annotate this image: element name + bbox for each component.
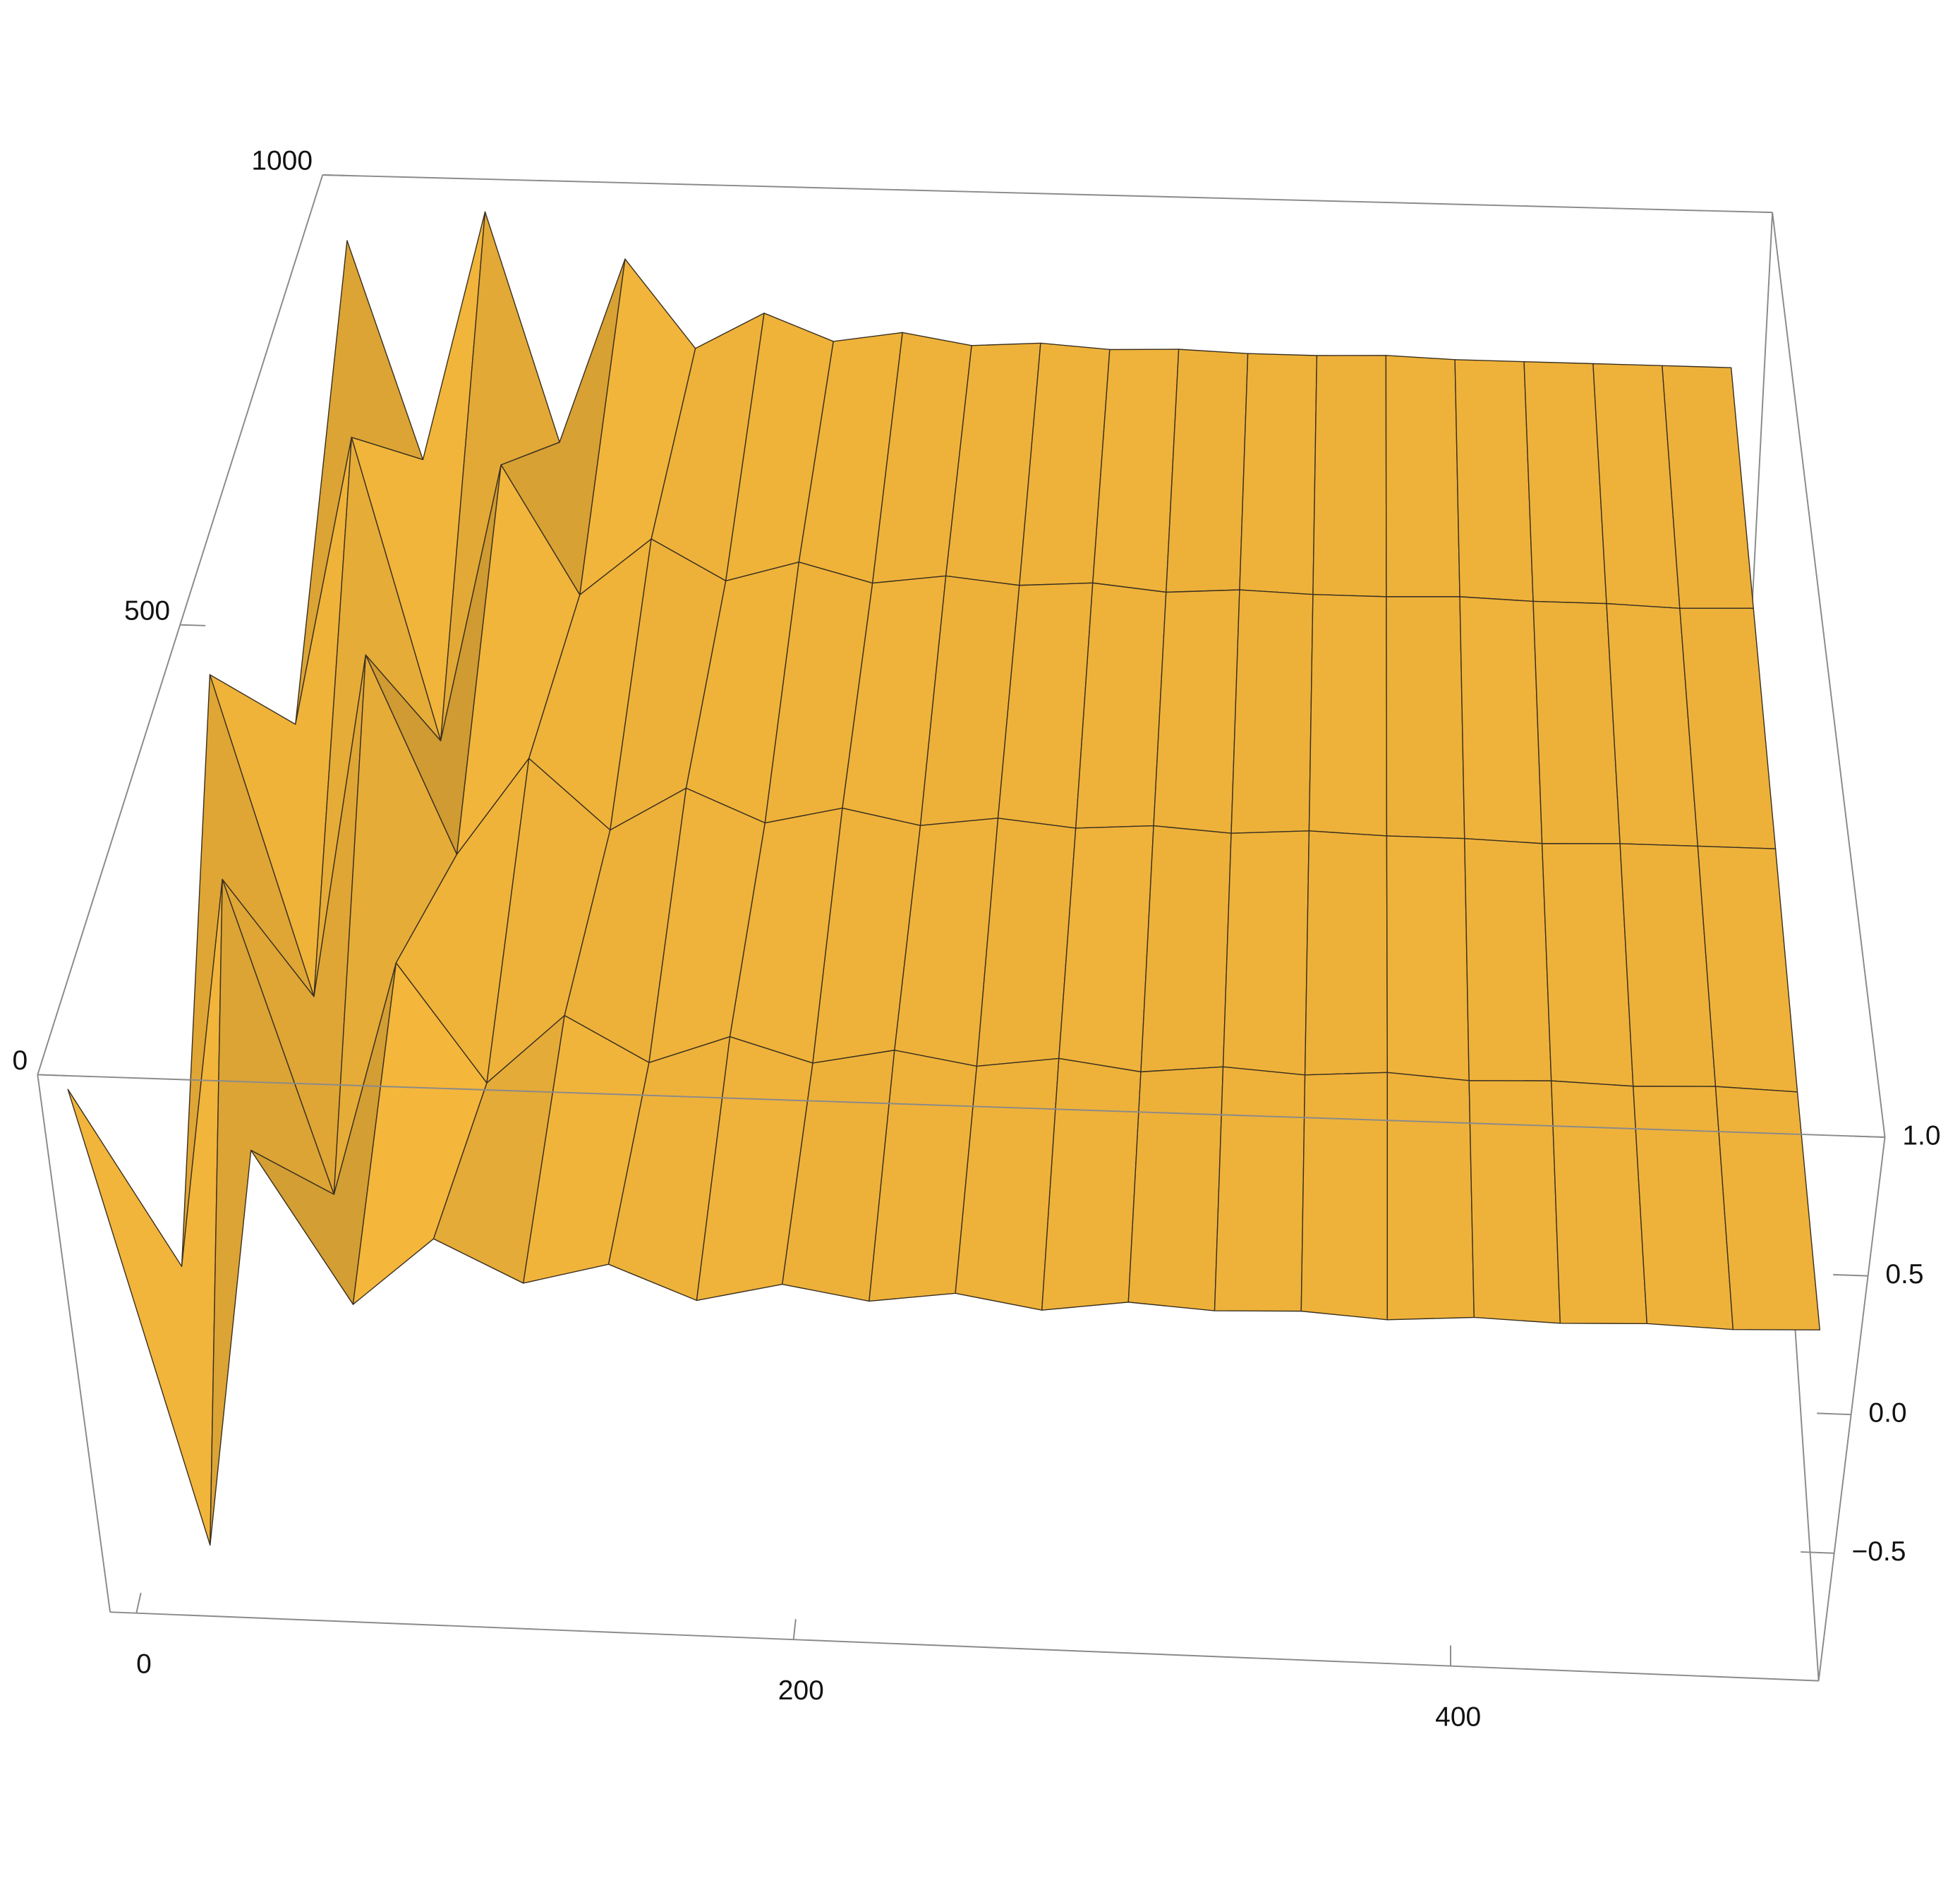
surface-cell (1541, 843, 1634, 1087)
surface-cell (1464, 837, 1552, 1081)
z-tick (1801, 1551, 1834, 1554)
surface-cell (1239, 353, 1318, 595)
surface-cell (1697, 845, 1798, 1093)
surface (67, 211, 1820, 1546)
z-tick-label: −0.5 (1851, 1536, 1906, 1567)
x-tick-label: 0 (136, 1649, 152, 1679)
surface-cell (1523, 360, 1607, 605)
surface-cell (1714, 1086, 1820, 1330)
surface-cell (1153, 589, 1240, 834)
surface-cell (1166, 348, 1249, 593)
z-tick-label: 1.0 (1902, 1120, 1940, 1151)
surface-cell (1214, 1066, 1306, 1312)
box-edge (322, 174, 1773, 214)
x-tick-label: 400 (1435, 1702, 1481, 1732)
surface-cell (1304, 830, 1389, 1076)
surface-cell (1058, 825, 1154, 1073)
y-tick-label: 0 (12, 1045, 28, 1076)
surface-cell (1386, 596, 1465, 839)
surface-cell (1386, 1072, 1475, 1321)
y-tick-label: 1000 (251, 146, 313, 176)
box-edge (110, 1611, 1819, 1682)
z-tick-label: 0.5 (1885, 1259, 1923, 1290)
box-edge (1772, 212, 1886, 1138)
surface-cell (1300, 1072, 1389, 1321)
y-tick (180, 624, 206, 626)
box-edge (1749, 212, 1774, 650)
surface-cell (1468, 1080, 1561, 1324)
y-tick-label: 500 (124, 595, 170, 626)
surface-cell (1386, 835, 1470, 1081)
surface-cell (1532, 600, 1621, 844)
surface-cell (1551, 1080, 1647, 1325)
z-tick (1849, 1135, 1885, 1139)
y-tick (322, 174, 345, 176)
surface-cell (1222, 830, 1310, 1076)
surface-cell (1454, 359, 1534, 602)
z-tick (1817, 1412, 1851, 1416)
surface-cell (1312, 355, 1387, 598)
x-tick (135, 1592, 142, 1613)
y-tick (37, 1074, 66, 1077)
x-tick (792, 1619, 797, 1640)
surface-cell (1127, 1066, 1224, 1311)
surface-cell (1459, 596, 1543, 844)
x-tick-label: 200 (778, 1675, 824, 1706)
box-edge (37, 1074, 1885, 1139)
surface-cell (1230, 589, 1314, 834)
surface-cell (1385, 355, 1460, 598)
box-edge (1817, 1136, 1886, 1681)
surface-cell (1308, 593, 1388, 837)
surface-cell (1041, 1057, 1142, 1311)
z-tick (1833, 1273, 1868, 1277)
box-edge (37, 1074, 111, 1613)
surface-cell (1140, 825, 1232, 1073)
z-tick-label: 0.0 (1868, 1397, 1906, 1428)
